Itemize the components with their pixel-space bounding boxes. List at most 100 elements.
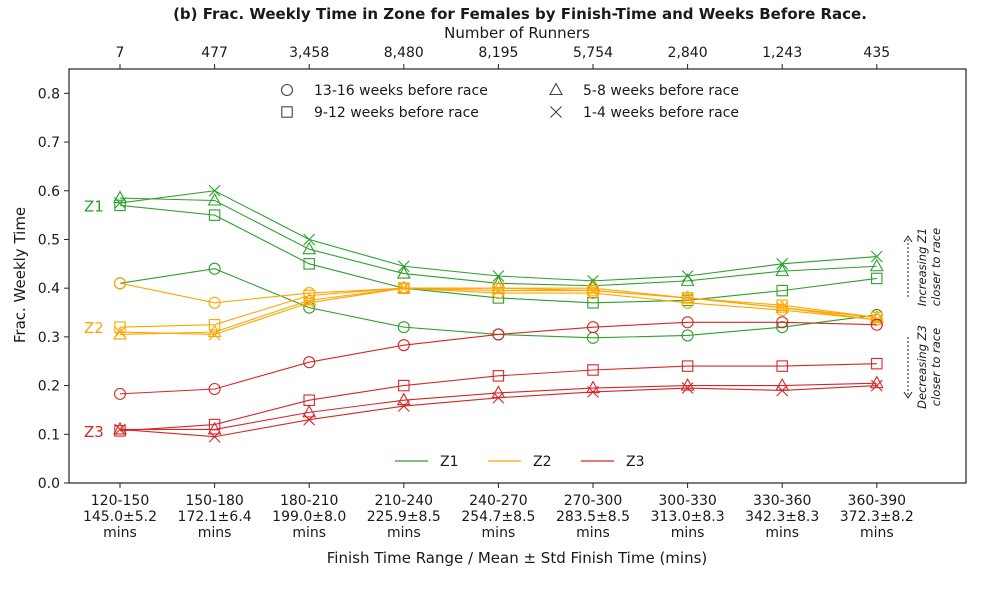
data-point-shape (869, 258, 884, 272)
series-line (119, 190, 877, 282)
data-point (870, 379, 883, 392)
data-point-shape (303, 356, 316, 369)
data-point-shape (303, 233, 316, 246)
legend-marker (281, 106, 293, 118)
legend-marker (549, 82, 563, 96)
data-point (587, 364, 599, 376)
data-point-shape (208, 328, 221, 341)
legend-label: Z1 (440, 454, 459, 470)
data-point (586, 321, 600, 334)
data-point (397, 282, 410, 295)
data-point (397, 339, 410, 352)
data-point-shape (870, 318, 883, 331)
y-tick-label: 0.5 (38, 232, 60, 248)
data-point-shape (681, 270, 694, 282)
data-point-shape (397, 339, 410, 352)
data-point (870, 318, 883, 331)
top-axis-label: Number of Runners (444, 24, 590, 42)
data-point (303, 356, 316, 369)
x-tick-label: 360-390 372.3±8.2 mins (840, 493, 914, 541)
legend-item-5-8-weeks-before-race: 5-8 weeks before race (549, 82, 739, 99)
zone-label-z3: Z3 (84, 423, 104, 441)
x-tick-label-line: mins (292, 525, 326, 541)
data-point-shape (681, 382, 694, 394)
data-point (113, 190, 127, 204)
x-tick-label-line: 270-300 (564, 493, 623, 509)
y-tick-label: 0.7 (38, 135, 60, 151)
data-point-shape (302, 241, 317, 255)
data-point (396, 392, 411, 406)
x-tick-label-line: 300-330 (658, 493, 717, 509)
data-point-shape (113, 277, 127, 290)
data-point (396, 265, 411, 279)
data-point (114, 197, 126, 209)
top-tick-label: 1,243 (762, 45, 802, 61)
data-point (303, 233, 316, 246)
y-axis-label: Frac. Weekly Time (11, 207, 29, 343)
series-line (119, 287, 877, 328)
data-point-shape (114, 425, 126, 437)
y-tick-label: 0.0 (38, 476, 60, 492)
data-point (492, 270, 505, 282)
data-point (398, 379, 410, 392)
data-point-shape (871, 357, 883, 370)
data-point-shape (208, 209, 221, 221)
data-point (303, 258, 315, 270)
top-tick-label: 477 (201, 45, 228, 61)
top-tick-label: 2,840 (668, 45, 708, 61)
legend-marker-shape (549, 82, 563, 96)
x-tick-label-line: 240-270 (469, 493, 528, 509)
data-point (869, 258, 884, 272)
data-point (871, 357, 883, 370)
data-point (208, 430, 221, 443)
marker-legend: 13-16 weeks before race 5-8 weeks before … (280, 82, 739, 121)
data-point-shape (776, 257, 789, 270)
zone-legend: Z1 Z2 Z3 (395, 454, 645, 470)
data-point-shape (396, 280, 411, 294)
data-point (207, 421, 222, 435)
x-tick-label-line: 199.0±8.0 (272, 509, 346, 525)
annotation-text: Decreasing Z3 (915, 325, 929, 409)
data-point-shape (492, 284, 505, 297)
top-tick-label: 8,195 (478, 45, 518, 61)
legend-marker-shape (281, 106, 293, 118)
data-point (681, 382, 694, 394)
data-point-shape (586, 321, 600, 334)
legend-item-1-4-weeks-before-race: 1-4 weeks before race (550, 105, 739, 121)
series-line (119, 197, 877, 287)
x-tick-label-line: mins (576, 525, 610, 541)
zone-label-z1: Z1 (84, 197, 104, 215)
series-line (119, 287, 877, 335)
data-point-shape (396, 265, 411, 279)
legend-marker-shape (550, 106, 562, 118)
x-tick-label-line: 150-180 (185, 493, 244, 509)
data-point (776, 321, 789, 334)
top-tick-label: 7 (116, 45, 125, 61)
x-tick-label-line: mins (671, 525, 705, 541)
data-point-shape (303, 413, 316, 426)
data-point (492, 284, 505, 297)
data-point-shape (396, 392, 411, 406)
data-point (871, 272, 883, 285)
data-point (208, 184, 221, 197)
x-tick-label-line: 210-240 (375, 493, 434, 509)
data-point (775, 377, 790, 391)
top-tick-label: 5,754 (573, 45, 613, 61)
data-point-shape (776, 284, 788, 297)
data-point-shape (114, 199, 126, 212)
data-point (492, 391, 505, 404)
data-point (208, 318, 221, 331)
data-point-shape (492, 391, 505, 404)
data-point-shape (302, 404, 317, 418)
data-point-shape (870, 313, 883, 326)
x-tick-label-line: mins (198, 525, 232, 541)
data-point-shape (397, 260, 410, 273)
data-point-shape (208, 382, 221, 396)
data-point-shape (776, 301, 789, 314)
x-tick-label-line: 225.9±8.5 (367, 509, 441, 525)
data-point-shape (208, 184, 221, 197)
data-point (776, 284, 788, 297)
data-point-shape (303, 258, 315, 270)
data-point (208, 209, 221, 221)
data-point-shape (208, 430, 221, 443)
